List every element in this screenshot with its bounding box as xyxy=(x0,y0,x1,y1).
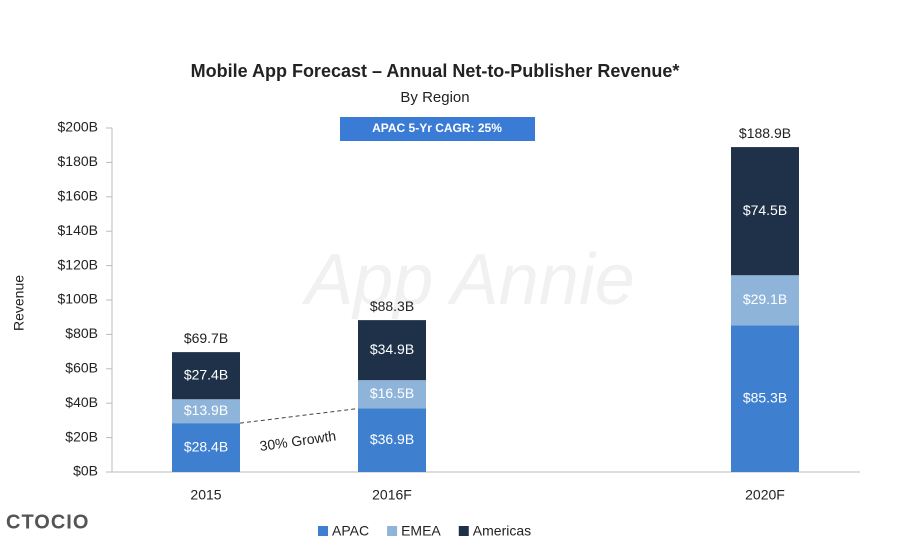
bar-segment xyxy=(358,408,426,472)
bar-segment xyxy=(358,380,426,409)
x-tick-label: 2016F xyxy=(372,487,412,503)
x-tick-label: 2020F xyxy=(745,487,785,503)
y-tick-label: $100B xyxy=(58,291,98,307)
y-tick-label: $20B xyxy=(65,428,98,444)
total-label: $69.7B xyxy=(184,330,228,346)
bar-segment xyxy=(731,275,799,326)
bar-segment xyxy=(172,423,240,472)
value-label: $29.1B xyxy=(743,291,787,307)
value-label: $36.9B xyxy=(370,431,414,447)
chart-title: Mobile App Forecast – Annual Net-to-Publ… xyxy=(191,61,680,81)
annotation: 30% Growth xyxy=(259,427,338,454)
legend-swatch xyxy=(318,526,328,536)
value-label: $13.9B xyxy=(184,402,228,418)
value-label: $27.4B xyxy=(184,366,228,382)
watermark: App Annie xyxy=(301,240,635,320)
legend-label: Americas xyxy=(473,523,531,539)
y-tick-label: $200B xyxy=(58,119,98,135)
legend-label: APAC xyxy=(332,523,369,539)
legend-swatch xyxy=(387,526,398,536)
y-tick-label: $140B xyxy=(58,222,98,238)
x-tick-label: 2015 xyxy=(190,487,221,503)
chart-subtitle: By Region xyxy=(400,89,469,106)
value-label: $16.5B xyxy=(370,385,414,401)
value-label: $85.3B xyxy=(743,389,787,405)
y-axis-title: Revenue xyxy=(11,275,27,331)
legend-swatch xyxy=(458,526,469,536)
y-tick-label: $40B xyxy=(65,394,98,410)
bar-segment xyxy=(358,320,426,381)
bar-segment xyxy=(731,325,799,472)
y-tick-label: $80B xyxy=(65,325,98,341)
legend-label: EMEA xyxy=(401,523,441,539)
bar-segment xyxy=(172,399,240,424)
bar-segment xyxy=(172,352,240,400)
value-label: $34.9B xyxy=(370,341,414,357)
total-label: $88.3B xyxy=(370,298,414,314)
bar-segment xyxy=(731,147,799,276)
annotation-box xyxy=(340,117,535,141)
growth-line xyxy=(239,408,359,424)
y-tick-label: $160B xyxy=(58,188,98,204)
total-label: $188.9B xyxy=(739,125,791,141)
source-mark: CTOCIO xyxy=(6,511,89,533)
y-tick-label: $60B xyxy=(65,360,98,376)
y-tick-label: $0B xyxy=(73,463,98,479)
annotation: APAC 5-Yr CAGR: 25% xyxy=(372,121,502,135)
y-tick-label: $120B xyxy=(58,256,98,272)
value-label: $74.5B xyxy=(743,202,787,218)
value-label: $28.4B xyxy=(184,438,228,454)
y-tick-label: $180B xyxy=(58,153,98,169)
